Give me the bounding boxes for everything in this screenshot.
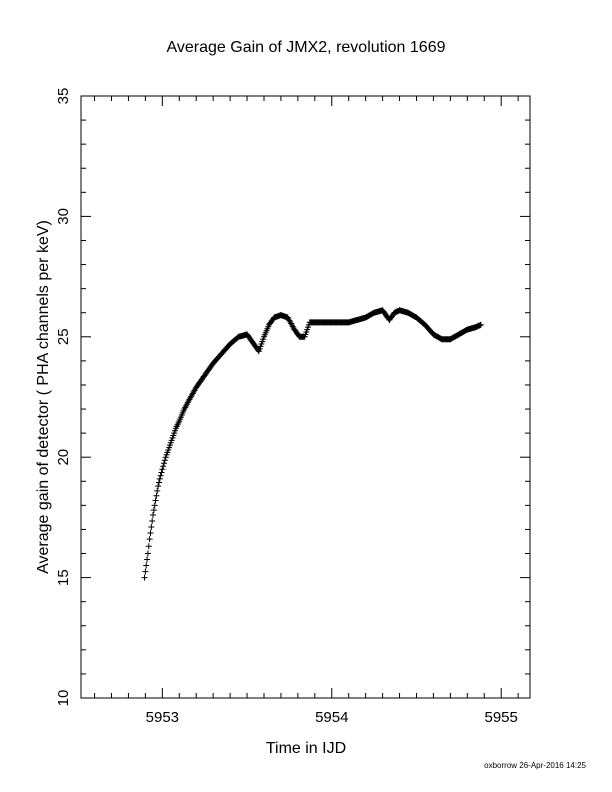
x-tick-label: 5955 xyxy=(485,709,518,726)
data-point-marker xyxy=(144,556,151,563)
y-tick-label: 30 xyxy=(55,208,72,225)
y-tick-label: 35 xyxy=(55,88,72,105)
data-point-marker xyxy=(145,543,152,550)
data-markers xyxy=(141,307,484,581)
data-point-marker xyxy=(150,507,157,514)
x-axis-label: Time in IJD xyxy=(266,740,346,757)
data-point-marker xyxy=(160,463,167,470)
x-tick-label: 5954 xyxy=(315,709,348,726)
axis-ticks xyxy=(81,95,530,699)
data-point-marker xyxy=(144,550,151,557)
data-point-marker xyxy=(146,536,153,543)
data-point-marker xyxy=(158,469,165,476)
data-point-marker xyxy=(141,574,148,581)
data-point-marker xyxy=(155,479,162,486)
data-point-marker xyxy=(149,518,156,525)
data-point-marker xyxy=(156,475,163,482)
data-point-marker xyxy=(157,472,164,479)
plot-frame xyxy=(80,95,531,699)
data-point-marker xyxy=(159,466,166,473)
data-point-marker xyxy=(143,562,150,569)
y-axis-label: Average gain of detector ( PHA channels … xyxy=(35,220,52,574)
data-point-marker xyxy=(155,483,162,490)
data-point-marker xyxy=(153,492,160,499)
footer-stamp: oxborrow 26-Apr-2016 14:25 xyxy=(484,761,586,770)
data-point-marker xyxy=(161,460,168,467)
axis-tick-labels: 5953 5954 5955 10 15 20 25 30 35 xyxy=(55,88,518,726)
data-point-marker xyxy=(150,511,157,518)
data-point-marker xyxy=(161,457,168,464)
x-tick-label: 5953 xyxy=(146,709,179,726)
data-point-marker xyxy=(152,497,159,504)
data-point-marker xyxy=(154,487,161,494)
y-tick-label: 15 xyxy=(55,569,72,586)
data-point-marker xyxy=(477,321,484,328)
data-point-marker xyxy=(148,524,155,531)
data-point-marker xyxy=(151,502,158,509)
chart-title: Average Gain of JMX2, revolution 1669 xyxy=(167,39,446,56)
y-tick-label: 20 xyxy=(55,449,72,466)
data-point-marker xyxy=(147,530,154,537)
y-tick-label: 25 xyxy=(55,328,72,345)
data-point-marker xyxy=(142,568,149,575)
y-tick-label: 10 xyxy=(55,690,72,707)
